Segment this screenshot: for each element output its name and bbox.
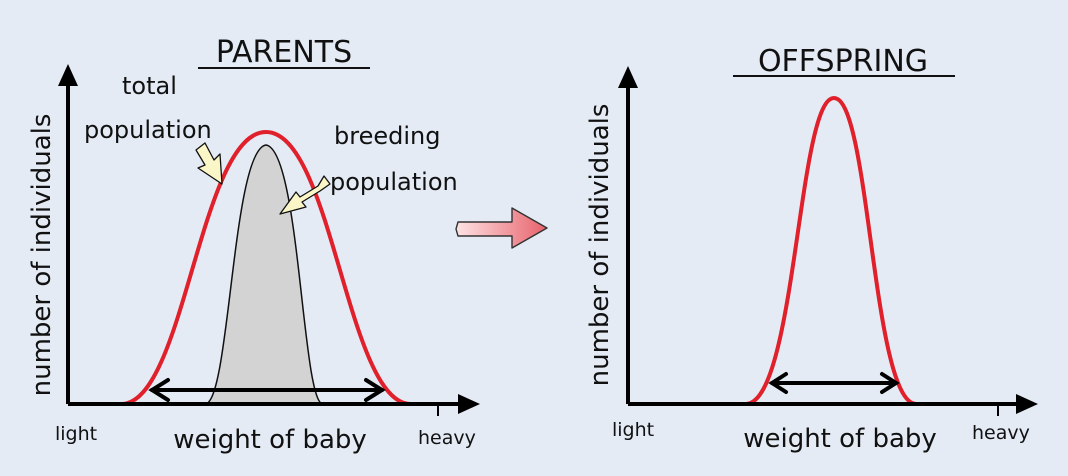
total-population-curve bbox=[121, 129, 411, 406]
total-population-label-line2: population bbox=[84, 116, 212, 144]
offspring-x-axis-label: weight of baby bbox=[743, 424, 937, 454]
parents-y-axis-label: number of individuals bbox=[27, 114, 57, 397]
total-population-label-line1: total bbox=[122, 72, 177, 100]
breeding-population-label-line2: population bbox=[330, 168, 458, 196]
parents-panel: PARENTS number of individuals weight of … bbox=[27, 35, 480, 455]
offspring-panel: OFFSPRING number of individuals weight o… bbox=[585, 44, 1038, 454]
parents-tick-heavy-label: heavy bbox=[418, 427, 476, 449]
right-arrow-icon bbox=[455, 207, 548, 249]
offspring-y-axis-label: number of individuals bbox=[585, 104, 615, 387]
offspring-title: OFFSPRING bbox=[758, 44, 928, 79]
offspring-population-curve bbox=[745, 95, 917, 406]
parents-range-arrow bbox=[148, 378, 386, 402]
parents-y-axis-arrowhead bbox=[58, 64, 78, 86]
parents-title: PARENTS bbox=[216, 35, 352, 70]
parents-x-axis-arrowhead bbox=[458, 394, 480, 414]
breeding-population-pointer-arrow bbox=[279, 175, 331, 215]
breeding-population-curve bbox=[204, 144, 324, 405]
offspring-x-axis-arrowhead bbox=[1016, 394, 1038, 414]
offspring-y-axis-arrowhead bbox=[618, 66, 638, 88]
parents-x-axis-label: weight of baby bbox=[173, 425, 367, 455]
parents-tick-light-label: light bbox=[55, 423, 97, 445]
offspring-tick-high-label: heavy bbox=[972, 422, 1030, 444]
offspring-tick-light-label: light bbox=[612, 419, 654, 441]
total-population-pointer-arrow bbox=[195, 142, 223, 185]
offspring-range-arrow bbox=[768, 372, 900, 394]
breeding-population-label-line1: breeding bbox=[334, 122, 440, 150]
